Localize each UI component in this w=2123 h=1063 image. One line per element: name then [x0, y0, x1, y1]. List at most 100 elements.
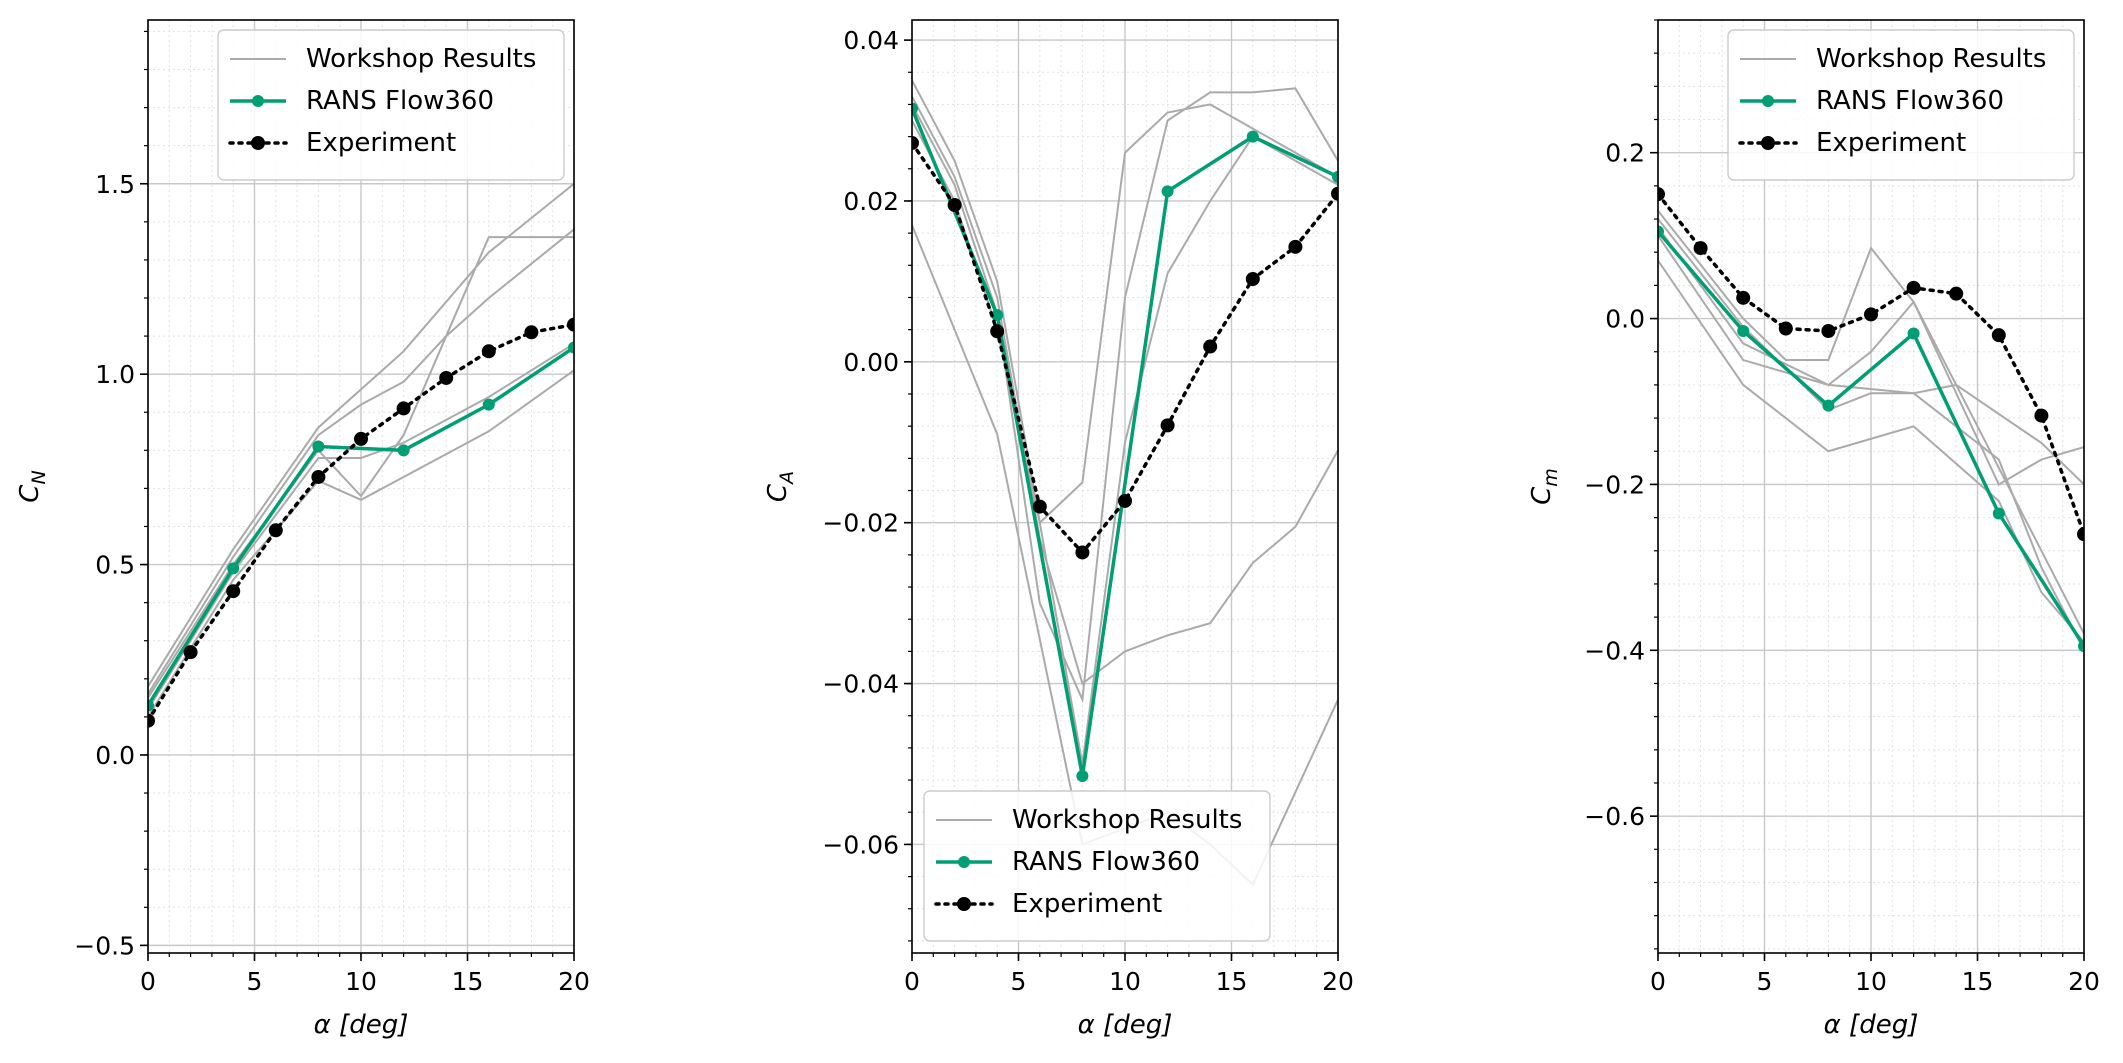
rans-flow360-point [1246, 130, 1259, 143]
legend-experiment-marker [957, 897, 971, 911]
workshop-line [912, 79, 1338, 525]
rans-flow360-point [397, 444, 410, 457]
rans-flow360-point [227, 562, 240, 575]
rans-flow360-point [1822, 399, 1835, 412]
rans-flow360-point [568, 341, 574, 354]
legend-label: Workshop Results [306, 44, 536, 74]
experiment-point [354, 431, 368, 446]
experiment-point [990, 324, 1005, 339]
y-tick-label: 0.04 [843, 26, 899, 55]
x-axis-label: α [deg] [314, 1010, 409, 1040]
experiment-point [1245, 271, 1260, 286]
legend: Workshop Results RANS Flow360 Experiment [1727, 29, 2075, 181]
y-tick-label: 0.2 [1605, 139, 1645, 168]
workshop-line [1658, 259, 2084, 643]
legend-label: Workshop Results [1816, 44, 2046, 74]
x-tick-label: 20 [558, 967, 590, 996]
y-tick-label: −0.5 [74, 931, 135, 960]
y-tick-label: −0.6 [1584, 802, 1645, 831]
x-tick-label: 0 [904, 967, 920, 996]
plot-area [1658, 187, 2084, 653]
x-tick-label: 5 [247, 967, 263, 996]
experiment-point [1203, 339, 1218, 354]
y-tick-label: −0.2 [1584, 470, 1645, 499]
rans-flow360-point [1332, 170, 1338, 183]
legend-rans-marker [252, 95, 264, 107]
rans-flow360-point [2078, 640, 2084, 653]
y-axis-label: CA [763, 471, 798, 502]
rans-flow360-point [482, 398, 495, 411]
experiment-point [1821, 324, 1836, 338]
rans-flow360-point [148, 699, 154, 712]
experiment-line [912, 141, 1338, 556]
legend-label: RANS Flow360 [306, 86, 494, 116]
rans-flow360-line [1658, 230, 2084, 648]
plot-area [148, 182, 574, 728]
x-tick-label: 20 [1322, 967, 1354, 996]
experiment-point [524, 325, 539, 340]
x-tick-label: 20 [2068, 967, 2100, 996]
x-tick-label: 15 [1962, 967, 1994, 996]
experiment-point [148, 713, 155, 728]
ticks: 0 5 10 15 20 −0.06 −0.04 −0.02 0.00 0.02 0.04 [822, 26, 1354, 996]
y-tick-label: −0.06 [822, 830, 899, 859]
y-tick-label: 0.00 [843, 348, 899, 377]
x-tick-label: 10 [345, 967, 377, 996]
experiment-point [1736, 290, 1751, 305]
experiment-point [183, 645, 198, 660]
rans-flow360-point [1658, 225, 1664, 238]
experiment-point [1991, 328, 2006, 343]
ticks: 0 5 10 15 20 −0.6 −0.4 −0.2 0.0 0.2 [1584, 19, 2100, 996]
rans-flow360-point [1907, 327, 1920, 340]
rans-flow360-point [912, 102, 918, 115]
subplot-3: 0 5 10 15 20 −0.6 −0.4 −0.2 0.0 0.2 α [deg] Cm Works… [1527, 19, 2100, 1040]
y-axis-label: Cm [1527, 468, 1562, 505]
rans-flow360-point [1992, 507, 2005, 520]
workshop-line [148, 182, 574, 687]
experiment-point [567, 317, 574, 332]
y-tick-label: 0.0 [95, 741, 135, 770]
x-tick-label: 15 [452, 967, 484, 996]
workshop-line [1658, 226, 2084, 486]
x-tick-label: 15 [1216, 967, 1248, 996]
x-tick-label: 0 [140, 967, 156, 996]
x-axis-label: α [deg] [1824, 1010, 1919, 1040]
experiment-point [947, 197, 962, 212]
legend-frame [1727, 29, 2075, 181]
experiment-point [1693, 241, 1708, 256]
rans-flow360-point [312, 440, 325, 453]
legend-experiment-marker [251, 136, 265, 150]
experiment-point [439, 370, 454, 385]
experiment-point [1778, 321, 1793, 336]
experiment-point [311, 469, 326, 484]
subplot-2: 0 5 10 15 20 −0.06 −0.04 −0.02 0.00 0.02 0.04 α [de… [763, 19, 1354, 1040]
y-tick-label: −0.04 [822, 670, 899, 699]
experiment-point [912, 136, 919, 151]
legend-rans-marker [958, 856, 970, 868]
rans-flow360-line [148, 346, 574, 707]
experiment-point [1949, 286, 1964, 301]
experiment-point [481, 344, 496, 359]
x-tick-label: 0 [1650, 967, 1666, 996]
rans-flow360-line [912, 107, 1338, 777]
legend: Workshop Results RANS Flow360 Experiment [217, 29, 565, 181]
experiment-point [1906, 280, 1921, 295]
experiment-point [1118, 493, 1132, 508]
experiment-point [1075, 545, 1090, 560]
ticks: 0 5 10 15 20 −0.5 0.0 0.5 1.0 1.5 [74, 30, 590, 996]
legend-rans-marker [1762, 95, 1774, 107]
x-axis-label: α [deg] [1078, 1010, 1173, 1040]
legend-label: Experiment [1012, 889, 1162, 919]
experiment-point [1331, 186, 1338, 201]
legend-label: Experiment [306, 128, 456, 158]
y-tick-label: 0.02 [843, 187, 899, 216]
y-tick-label: 0.0 [1605, 305, 1645, 334]
workshop-line [912, 87, 1338, 704]
y-tick-label: −0.02 [822, 509, 899, 538]
y-tick-label: 0.5 [95, 551, 135, 580]
experiment-point [1288, 239, 1303, 254]
x-tick-label: 5 [1011, 967, 1027, 996]
workshop-line [1658, 218, 2084, 486]
workshop-line [148, 369, 574, 718]
